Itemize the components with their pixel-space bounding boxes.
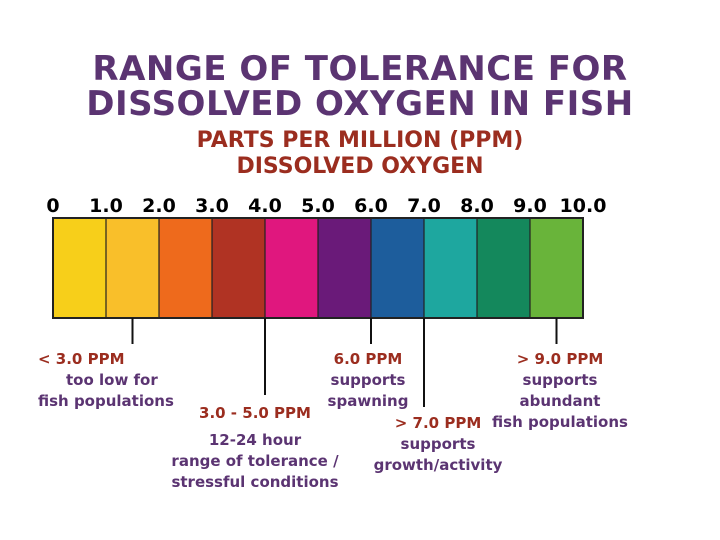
annotation-abundant-line-3: fish populations xyxy=(492,413,628,431)
tick-label-1: 1.0 xyxy=(89,195,123,217)
scale-segment-7 xyxy=(424,218,477,318)
tick-label-0: 0 xyxy=(46,195,59,217)
annotation-stress-range-line-2: range of tolerance / xyxy=(171,452,339,470)
annotation-growth-line-2: growth/activity xyxy=(373,456,503,474)
tick-label-6: 6.0 xyxy=(354,195,388,217)
annotation-abundant-line-2: abundant xyxy=(519,392,601,410)
scale-segment-9 xyxy=(530,218,583,318)
annotation-growth-line-1: supports xyxy=(400,435,476,453)
annotation-too-low: < 3.0 PPM too low for fish populations xyxy=(38,349,174,412)
scale-segment-8 xyxy=(477,218,530,318)
scale-segment-6 xyxy=(371,218,424,318)
annotation-abundant: > 9.0 PPM supports abundant fish populat… xyxy=(490,349,630,433)
annotation-spawning-line-2: spawning xyxy=(327,392,409,410)
tick-label-7: 7.0 xyxy=(407,195,441,217)
chart-title-line-1: RANGE OF TOLERANCE FOR xyxy=(92,49,628,89)
annotation-stress-range-line-1: 12-24 hour xyxy=(208,431,302,449)
annotation-too-low-line-2: fish populations xyxy=(38,392,174,410)
annotation-too-low-line-1: too low for xyxy=(66,371,158,389)
annotation-stress-range: 3.0 - 5.0 PPM 12-24 hour range of tolera… xyxy=(170,403,340,493)
annotation-growth: > 7.0 PPM supports growth/activity xyxy=(372,413,504,476)
annotation-stress-range-line-3: stressful conditions xyxy=(171,473,339,491)
scale-segment-2 xyxy=(159,218,212,318)
tick-label-4: 4.0 xyxy=(248,195,282,217)
annotation-abundant-line-1: supports xyxy=(522,371,598,389)
annotation-growth-head: > 7.0 PPM xyxy=(394,414,482,432)
tick-label-9: 9.0 xyxy=(513,195,547,217)
chart-subtitle-line-1: PARTS PER MILLION (PPM) xyxy=(196,128,524,153)
scale-segment-4 xyxy=(265,218,318,318)
scale-segment-3 xyxy=(212,218,265,318)
scale-segment-5 xyxy=(318,218,371,318)
annotation-spawning-line-1: supports xyxy=(330,371,406,389)
annotation-stress-range-head: 3.0 - 5.0 PPM xyxy=(199,404,311,422)
scale-segment-0 xyxy=(53,218,106,318)
tick-label-2: 2.0 xyxy=(142,195,176,217)
scale-segment-1 xyxy=(106,218,159,318)
annotation-too-low-head: < 3.0 PPM xyxy=(38,350,125,368)
annotation-abundant-head: > 9.0 PPM xyxy=(516,350,604,368)
tick-label-8: 8.0 xyxy=(460,195,494,217)
chart-title-line-2: DISSOLVED OXYGEN IN FISH xyxy=(86,84,634,124)
chart-subtitle-line-2: DISSOLVED OXYGEN xyxy=(236,154,484,179)
tick-label-10: 10.0 xyxy=(560,195,607,217)
annotation-spawning-head: 6.0 PPM xyxy=(333,350,403,368)
tick-label-3: 3.0 xyxy=(195,195,229,217)
tick-label-5: 5.0 xyxy=(301,195,335,217)
annotation-spawning: 6.0 PPM supports spawning xyxy=(318,349,418,412)
